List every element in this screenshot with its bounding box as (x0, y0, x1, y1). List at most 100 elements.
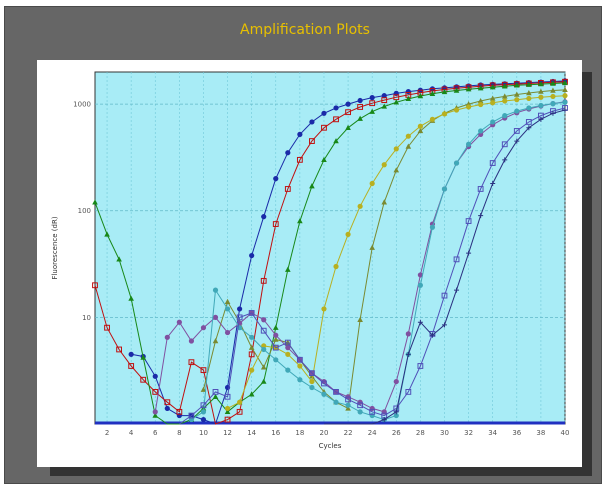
data-point (321, 156, 327, 163)
data-point (514, 138, 520, 144)
data-point (393, 409, 399, 415)
data-point (381, 199, 388, 205)
data-point (272, 344, 279, 351)
data-point (562, 79, 568, 86)
data-point (333, 138, 339, 144)
x-tick-label: 2 (105, 429, 109, 437)
data-point (417, 363, 424, 369)
data-point (188, 412, 195, 419)
data-point (550, 101, 556, 107)
x-tick-label: 34 (488, 429, 497, 437)
data-point (297, 131, 303, 137)
data-point (261, 346, 267, 353)
x-tick-label: 16 (271, 429, 280, 437)
data-point (152, 389, 159, 395)
data-point (393, 167, 400, 173)
data-point (465, 141, 472, 147)
data-point (333, 263, 339, 270)
data-point (465, 104, 472, 110)
data-point (429, 224, 436, 230)
data-point (333, 389, 339, 395)
x-tick-label: 6 (153, 429, 158, 437)
data-point (249, 334, 255, 340)
data-point (224, 416, 231, 423)
data-point (441, 322, 447, 328)
data-point (321, 380, 327, 387)
data-point (321, 391, 327, 397)
data-point (502, 113, 508, 119)
x-tick-label: 20 (320, 429, 329, 437)
y-tick-label: 10 (82, 314, 91, 322)
data-point (260, 277, 267, 284)
y-axis-label: Fluorescence (dR) (51, 216, 59, 279)
data-point (526, 95, 532, 102)
data-point (562, 86, 568, 93)
data-point (429, 332, 435, 338)
data-point (550, 93, 556, 100)
data-point (429, 90, 436, 96)
data-point (212, 389, 219, 395)
data-point (441, 88, 448, 95)
data-point (513, 82, 520, 88)
data-point (489, 95, 496, 101)
data-point (273, 357, 279, 363)
data-point (92, 282, 98, 289)
data-point (453, 256, 460, 263)
x-tick-label: 4 (129, 429, 134, 437)
data-point (345, 124, 351, 130)
data-point (381, 93, 387, 99)
x-tick-label: 14 (247, 429, 256, 437)
data-point (441, 292, 448, 299)
data-point (501, 93, 508, 99)
data-point (200, 386, 207, 392)
data-point (128, 351, 134, 357)
data-point (562, 99, 568, 105)
data-point (164, 334, 170, 340)
data-point (200, 367, 207, 374)
data-point (381, 103, 388, 109)
data-point (417, 319, 423, 325)
data-point (441, 111, 448, 117)
plot-area (94, 71, 566, 425)
data-point (417, 123, 423, 129)
data-point (261, 317, 267, 323)
data-point (525, 119, 532, 125)
data-point (152, 409, 158, 415)
data-point (104, 231, 110, 237)
data-point (538, 81, 544, 87)
data-point (369, 95, 375, 101)
data-point (237, 399, 243, 405)
data-point (501, 141, 508, 148)
data-point (224, 298, 231, 304)
data-point (453, 107, 460, 113)
x-tick-label: 24 (368, 429, 377, 437)
data-point (369, 180, 375, 187)
data-point (550, 87, 556, 93)
data-point (357, 399, 363, 405)
data-point (501, 83, 508, 89)
data-point (405, 389, 412, 395)
data-point (453, 87, 460, 93)
data-point (465, 86, 472, 92)
data-point (405, 331, 411, 337)
data-point (188, 338, 195, 344)
data-point (489, 84, 496, 90)
data-point (309, 183, 315, 189)
data-point (369, 412, 375, 419)
x-axis-label: Cycles (319, 442, 342, 450)
data-point (236, 408, 243, 415)
data-point (176, 319, 182, 325)
data-point (405, 133, 411, 139)
data-point (369, 100, 376, 107)
data-point (357, 115, 363, 121)
data-point (393, 99, 400, 105)
data-point (249, 367, 255, 373)
y-tick-label: 100 (78, 207, 91, 215)
data-point (405, 143, 412, 149)
series-line (94, 82, 566, 425)
x-tick-label: 32 (464, 429, 473, 437)
data-point (152, 373, 158, 379)
data-point (357, 409, 363, 415)
data-point (562, 93, 568, 99)
data-point (405, 95, 412, 102)
